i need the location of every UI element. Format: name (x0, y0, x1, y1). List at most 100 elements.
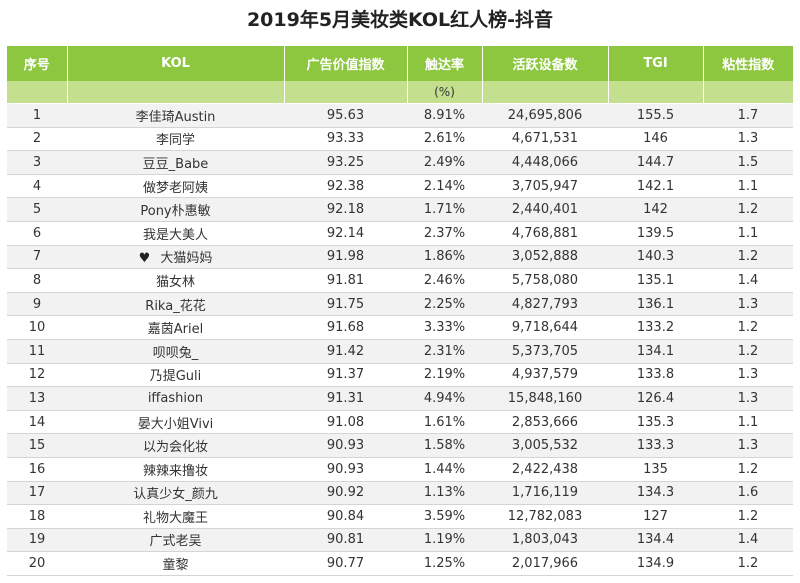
cell-reach: 3.59% (407, 504, 482, 529)
cell-rank: 13 (7, 386, 67, 411)
cell-active-devices: 1,803,043 (482, 528, 608, 553)
cell-tgi: 155.5 (608, 103, 703, 128)
cell-kol-name: 广式老吴 (67, 528, 284, 553)
cell-reach: 1.19% (407, 528, 482, 553)
cell-ad-index: 91.98 (284, 245, 407, 270)
cell-reach: 1.71% (407, 197, 482, 222)
cell-reach: 2.25% (407, 292, 482, 317)
table-row: 4 做梦老阿姨 92.38 2.14% 3,705,947 142.1 1.1 (7, 174, 793, 199)
cell-tgi: 136.1 (608, 292, 703, 317)
cell-reach: 1.25% (407, 551, 482, 576)
cell-active-devices: 3,052,888 (482, 245, 608, 270)
cell-stickiness: 1.1 (703, 221, 793, 246)
cell-stickiness: 1.2 (703, 339, 793, 364)
cell-ad-index: 91.42 (284, 339, 407, 364)
cell-ad-index: 93.33 (284, 127, 407, 152)
cell-ad-index: 91.81 (284, 268, 407, 293)
header-stickiness: 粘性指数 (702, 46, 793, 81)
cell-stickiness: 1.2 (703, 457, 793, 482)
header-ad-index: 广告价值指数 (283, 46, 407, 81)
cell-reach: 1.13% (407, 481, 482, 506)
cell-active-devices: 1,716,119 (482, 481, 608, 506)
table-body: 1 李佳琦Austin 95.63 8.91% 24,695,806 155.5 1.7 2 李… (7, 103, 793, 576)
table-row: 5 Pony朴惠敏 92.18 1.71% 2,440,401 142 1.2 (7, 197, 793, 222)
cell-reach: 4.94% (407, 386, 482, 411)
cell-rank: 7 (7, 245, 67, 270)
cell-tgi: 139.5 (608, 221, 703, 246)
kol-name-text: 大猫妈妈 (160, 251, 213, 267)
cell-kol-name: Pony朴惠敏 (67, 197, 284, 222)
cell-tgi: 144.7 (608, 150, 703, 175)
header-tgi: TGI (607, 46, 703, 81)
cell-kol-name: 晏大小姐Vivi (67, 410, 284, 435)
cell-kol-name: 嘉茵Ariel (67, 315, 284, 340)
cell-active-devices: 3,705,947 (482, 174, 608, 199)
cell-active-devices: 12,782,083 (482, 504, 608, 529)
cell-reach: 1.58% (407, 433, 482, 458)
cell-kol-name: 礼物大魔王 (67, 504, 284, 529)
cell-active-devices: 4,827,793 (482, 292, 608, 317)
cell-rank: 17 (7, 481, 67, 506)
cell-stickiness: 1.3 (703, 433, 793, 458)
cell-ad-index: 90.81 (284, 528, 407, 553)
cell-active-devices: 3,005,532 (482, 433, 608, 458)
cell-rank: 16 (7, 457, 67, 482)
table-subheader-row: (%) (7, 81, 793, 104)
cell-stickiness: 1.1 (703, 174, 793, 199)
cell-tgi: 134.4 (608, 528, 703, 553)
cell-active-devices: 2,853,666 (482, 410, 608, 435)
cell-stickiness: 1.2 (703, 551, 793, 576)
cell-ad-index: 90.92 (284, 481, 407, 506)
header-kol: KOL (66, 46, 284, 81)
cell-rank: 4 (7, 174, 67, 199)
cell-tgi: 133.3 (608, 433, 703, 458)
cell-stickiness: 1.2 (703, 197, 793, 222)
cell-active-devices: 2,440,401 (482, 197, 608, 222)
cell-active-devices: 4,671,531 (482, 127, 608, 152)
table-row: 12 乃提Guli 91.37 2.19% 4,937,579 133.8 1.3 (7, 363, 793, 388)
cell-ad-index: 90.93 (284, 433, 407, 458)
cell-rank: 9 (7, 292, 67, 317)
cell-ad-index: 91.68 (284, 315, 407, 340)
cell-tgi: 134.1 (608, 339, 703, 364)
cell-rank: 14 (7, 410, 67, 435)
cell-tgi: 133.2 (608, 315, 703, 340)
table-row: 17 认真少女_颜九 90.92 1.13% 1,716,119 134.3 1.6 (7, 481, 793, 506)
cell-kol-name: Rika_花花 (67, 292, 284, 317)
table-row: 10 嘉茵Ariel 91.68 3.33% 9,718,644 133.2 1.2 (7, 315, 793, 340)
cell-kol-name: 呗呗兔_ (67, 339, 284, 364)
cell-stickiness: 1.6 (703, 481, 793, 506)
cell-ad-index: 90.84 (284, 504, 407, 529)
table-row: 7 ♥ 大猫妈妈 91.98 1.86% 3,052,888 140.3 1.2 (7, 245, 793, 270)
cell-rank: 8 (7, 268, 67, 293)
subheader-cell (283, 81, 407, 104)
cell-tgi: 135.3 (608, 410, 703, 435)
cell-rank: 3 (7, 150, 67, 175)
cell-reach: 2.46% (407, 268, 482, 293)
table-row: 2 李同学 93.33 2.61% 4,671,531 146 1.3 (7, 127, 793, 152)
cell-rank: 10 (7, 315, 67, 340)
table-row: 19 广式老吴 90.81 1.19% 1,803,043 134.4 1.4 (7, 528, 793, 553)
cell-rank: 11 (7, 339, 67, 364)
cell-reach: 2.37% (407, 221, 482, 246)
header-rank: 序号 (7, 46, 67, 81)
cell-ad-index: 92.14 (284, 221, 407, 246)
cell-active-devices: 5,758,080 (482, 268, 608, 293)
cell-rank: 2 (7, 127, 67, 152)
cell-reach: 8.91% (407, 103, 482, 128)
table-row: 3 豆豆_Babe 93.25 2.49% 4,448,066 144.7 1.5 (7, 150, 793, 175)
cell-tgi: 126.4 (608, 386, 703, 411)
cell-rank: 18 (7, 504, 67, 529)
cell-stickiness: 1.3 (703, 292, 793, 317)
table-row: 20 童黎 90.77 1.25% 2,017,966 134.9 1.2 (7, 551, 793, 576)
cell-tgi: 134.9 (608, 551, 703, 576)
table-row: 9 Rika_花花 91.75 2.25% 4,827,793 136.1 1.3 (7, 292, 793, 317)
table-row: 1 李佳琦Austin 95.63 8.91% 24,695,806 155.5 1.7 (7, 103, 793, 128)
cell-active-devices: 2,017,966 (482, 551, 608, 576)
cell-active-devices: 9,718,644 (482, 315, 608, 340)
cell-stickiness: 1.4 (703, 528, 793, 553)
table-row: 18 礼物大魔王 90.84 3.59% 12,782,083 127 1.2 (7, 504, 793, 529)
cell-reach: 1.44% (407, 457, 482, 482)
cell-tgi: 142 (608, 197, 703, 222)
cell-rank: 19 (7, 528, 67, 553)
